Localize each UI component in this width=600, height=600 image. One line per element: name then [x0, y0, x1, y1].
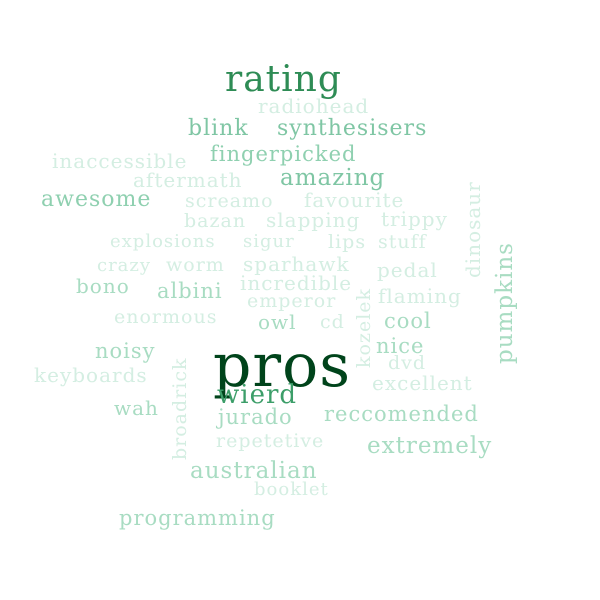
word-slapping: slapping	[266, 208, 361, 232]
word-rating: rating	[225, 59, 342, 100]
word-cool: cool	[384, 309, 432, 333]
word-broadrick: broadrick	[169, 357, 191, 461]
word-inaccessible: inaccessible	[52, 149, 188, 173]
word-incredible: incredible	[240, 271, 353, 295]
word-repetetive: repetetive	[216, 430, 325, 452]
word-favourite: favourite	[304, 188, 405, 212]
word-blink: blink	[188, 116, 249, 141]
word-screamo: screamo	[185, 190, 274, 212]
word-cd: cd	[320, 311, 345, 333]
word-trippy: trippy	[381, 207, 448, 231]
word-radiohead: radiohead	[258, 94, 370, 118]
word-awesome: awesome	[41, 187, 152, 212]
word-dinosaur: dinosaur	[461, 181, 485, 278]
word-pedal: pedal	[377, 258, 438, 282]
word-keyboards: keyboards	[34, 363, 148, 387]
word-australian: australian	[190, 458, 318, 484]
word-lips: lips	[328, 231, 367, 253]
word-extremely: extremely	[367, 433, 493, 459]
word-bono: bono	[76, 274, 130, 298]
word-stuff: stuff	[378, 231, 427, 253]
word-amazing: amazing	[280, 165, 386, 191]
word-crazy: crazy	[97, 255, 152, 276]
word-excellent: excellent	[372, 371, 473, 395]
word-explosions: explosions	[110, 231, 216, 252]
word-reccomended: reccomended	[324, 402, 479, 426]
word-kozelek: kozelek	[353, 287, 375, 368]
word-jurado: jurado	[218, 405, 293, 429]
word-wierd: wierd	[217, 380, 298, 410]
word-bazan: bazan	[184, 210, 247, 232]
word-synthesisers: synthesisers	[277, 116, 428, 141]
word-dvd: dvd	[388, 352, 427, 374]
word-sigur: sigur	[243, 231, 295, 252]
word-albini: albini	[157, 279, 223, 303]
word-worm: worm	[166, 254, 225, 276]
word-wah: wah	[114, 396, 159, 420]
word-pros: pros	[213, 331, 352, 401]
word-emperor: emperor	[247, 290, 337, 312]
word-owl: owl	[258, 310, 297, 334]
word-pumpkins: pumpkins	[492, 242, 518, 364]
word-sparhawk: sparhawk	[243, 252, 350, 276]
word-enormous: enormous	[114, 306, 218, 328]
word-nice: nice	[376, 334, 425, 358]
word-fingerpicked: fingerpicked	[210, 142, 357, 166]
word-aftermath: aftermath	[133, 168, 243, 192]
word-programming: programming	[119, 506, 276, 530]
word-noisy: noisy	[95, 339, 156, 363]
word-booklet: booklet	[254, 479, 329, 500]
word-flaming: flaming	[378, 284, 462, 308]
